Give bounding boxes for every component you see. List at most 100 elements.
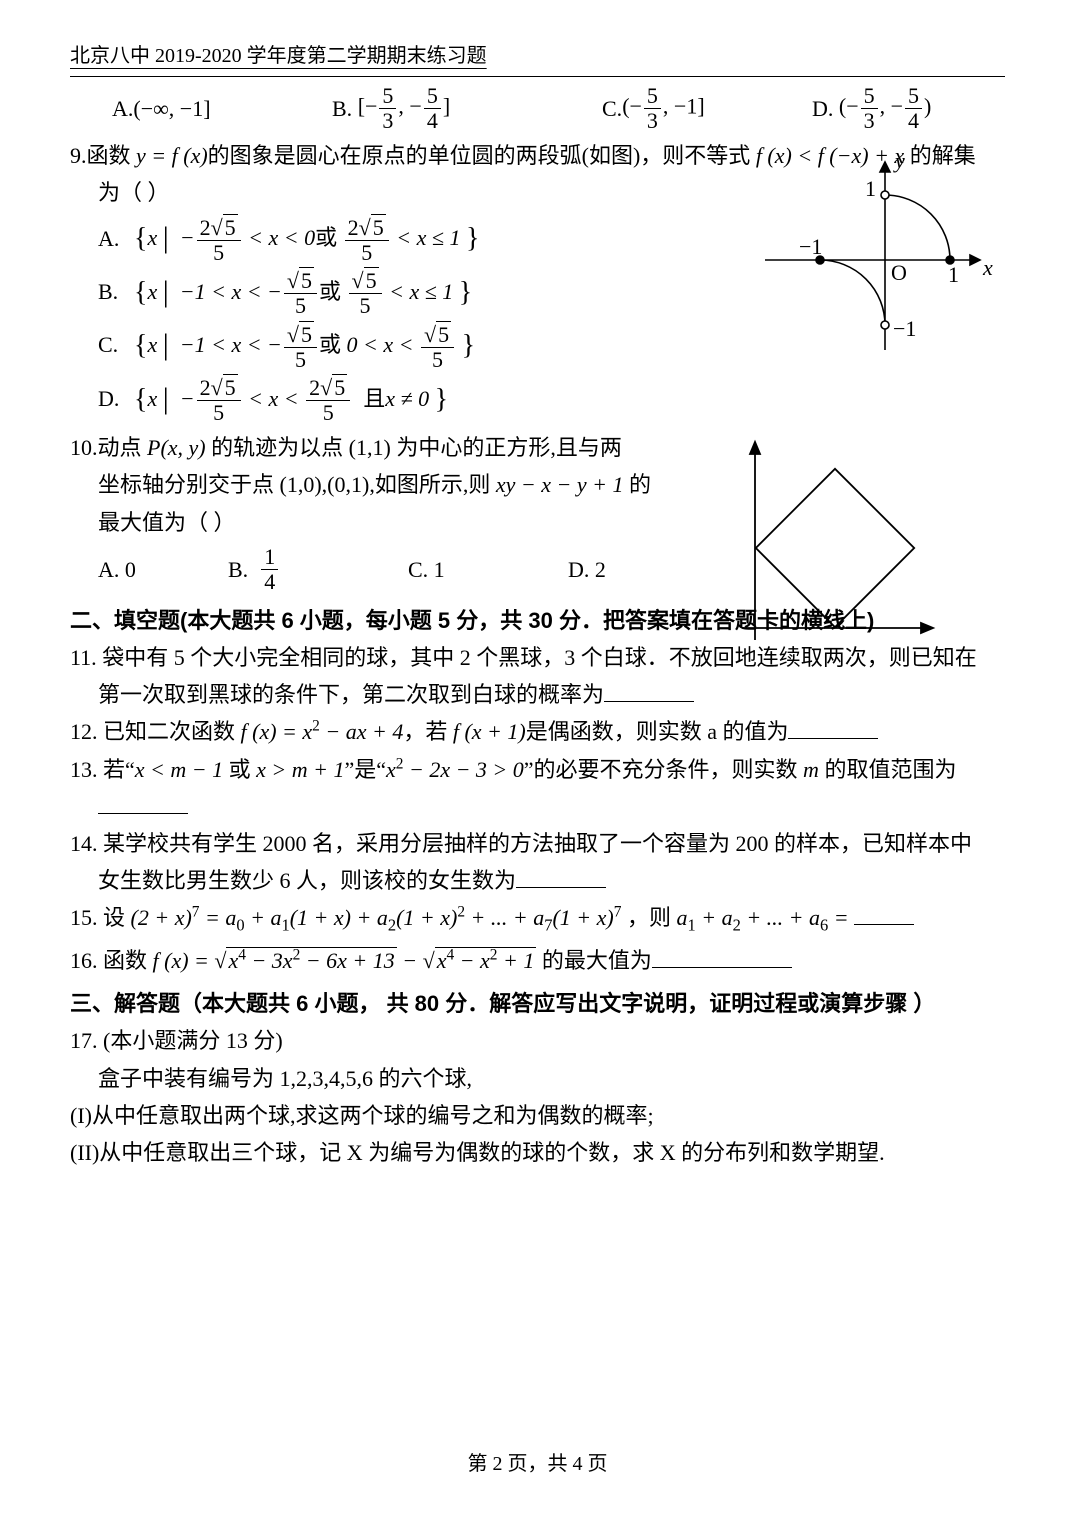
q-num: 13. (70, 757, 98, 782)
q17-l3: (II)从中任意取出三个球，记 X 为编号为偶数的球的个数，求 X 的分布列和数… (70, 1135, 1005, 1170)
m: x (386, 757, 396, 782)
t: 函数 (87, 143, 137, 168)
opt-label: B. (332, 91, 352, 126)
t: (本小题满分 13 分) (103, 1028, 283, 1053)
t: 某学校共有学生 2000 名，采用分层抽样的方法抽取了一个容量为 200 的样本… (103, 831, 972, 856)
or: 或 (315, 225, 337, 250)
opt-label: D. (98, 381, 134, 416)
q10-d: D. 2 (568, 552, 606, 587)
m: xy − x − y + 1 (496, 472, 624, 497)
t: ,如图所示,则 (369, 472, 496, 497)
tick-neg1y: −1 (893, 316, 916, 341)
q9-a: A. {x | −255 < x < 0或 255 < x ≤ 1 } (98, 212, 658, 263)
blank (516, 865, 606, 888)
blank (788, 716, 878, 739)
t: 的 (623, 472, 651, 497)
t: 的取值范围为 (819, 757, 957, 782)
and: 且 (363, 386, 385, 411)
q8-opt-d: D. (−53, −54) (812, 85, 931, 132)
m: x < m − 1 (135, 757, 223, 782)
t: ”是“ (344, 757, 386, 782)
t: 已知二次函数 (103, 719, 241, 744)
q8-a-expr: (−∞, −1] (133, 91, 210, 126)
origin-label: O (891, 260, 907, 285)
q13: 13. 若“x < m − 1 或 x > m + 1”是“x2 − 2x − … (70, 752, 1005, 787)
m: f (x) = x (241, 719, 313, 744)
opt-label: C. (602, 91, 622, 126)
q17-head: 17. (本小题满分 13 分) (70, 1023, 1005, 1058)
blank (854, 902, 914, 925)
t: 的图象是圆心在原点的单位圆的两段弧(如图)，则不等式 (208, 143, 756, 168)
t: ，若 (403, 719, 453, 744)
m: − 2x − 3 > 0 (403, 757, 523, 782)
opt-label: D. (812, 91, 833, 126)
m: − ax + 4 (320, 719, 403, 744)
q9-options: A. {x | −255 < x < 0或 255 < x ≤ 1 } B. {… (70, 212, 658, 424)
axis-x-label: x (982, 255, 993, 280)
q16: 16. 函数 f (x) = x4 − 3x2 − 6x + 13 − x4 −… (70, 943, 1005, 978)
q10-c: C. 1 (408, 552, 568, 587)
q-num: 16. (70, 948, 98, 973)
opt-label: B. (98, 274, 134, 309)
blank (652, 945, 792, 968)
q8-opt-b: B. [−53, −54] (332, 85, 602, 132)
m: (1,1) (349, 435, 391, 460)
t: 女生数比男生数少 6 人，则该校的女生数为 (98, 868, 516, 893)
q17-l1: 盒子中装有编号为 1,2,3,4,5,6 的六个球, (70, 1061, 1005, 1096)
m: m (803, 757, 819, 782)
q14-l2: 女生数比男生数少 6 人，则该校的女生数为 (70, 863, 1005, 898)
opt-label: C. (98, 327, 134, 362)
q9-figure: y x O 1 1 −1 −1 (755, 150, 995, 360)
t: 为中心的正方形,且与两 (391, 435, 622, 460)
q-num: 10. (70, 435, 98, 460)
t: 的轨迹为以点 (206, 435, 349, 460)
m: y = f (x) (136, 143, 208, 168)
opt-label: B. (228, 552, 248, 587)
t: 函数 (103, 948, 153, 973)
q9-c: C. {x | −1 < x < −55或 0 < x < 55 } (98, 319, 658, 370)
q-num: 17. (70, 1028, 98, 1053)
t: 设 (103, 905, 131, 930)
q10-b: B. 14 (228, 546, 408, 593)
opt-label: A. (112, 91, 133, 126)
q8-options: A. (−∞, −1] B. [−53, −54] C. (−53, −1] D… (70, 85, 1005, 132)
q-num: 11. (70, 645, 97, 670)
page-footer: 第 2 页，共 4 页 (0, 1448, 1075, 1480)
m: x > m + 1 (256, 757, 344, 782)
tick-1y: 1 (865, 176, 876, 201)
t: 的最大值为 (542, 948, 652, 973)
q11-l2: 第一次取到黑球的条件下，第二次取到白球的概率为 (70, 677, 1005, 712)
t: ”的必要不充分条件，则实数 (524, 757, 803, 782)
q9-b: B. {x | −1 < x < −55或 55 < x ≤ 1 } (98, 266, 658, 317)
q15: 15. 设 (2 + x)7 = a0 + a1(1 + x) + a2(1 +… (70, 900, 1005, 939)
t: 动点 (98, 435, 148, 460)
q9-d: D. {x | −255 < x < 255 且x ≠ 0 } (98, 373, 658, 424)
m: (1,0),(0,1) (280, 472, 370, 497)
t: 若“ (103, 757, 135, 782)
q14-l1: 14. 某学校共有学生 2000 名，采用分层抽样的方法抽取了一个容量为 200… (70, 826, 1005, 861)
t: 第一次取到黑球的条件下，第二次取到白球的概率为 (98, 682, 604, 707)
or: 或 (319, 332, 341, 357)
q-num: 9. (70, 143, 87, 168)
m: P(x, y) (147, 435, 206, 460)
q10-figure (735, 430, 945, 660)
m: f (x + 1) (453, 719, 526, 744)
q10-a: A. 0 (98, 552, 228, 587)
opt-label: A. (98, 221, 134, 256)
t: ，则 (627, 905, 677, 930)
q17-l2: (I)从中任意取出两个球,求这两个球的编号之和为偶数的概率; (70, 1098, 1005, 1133)
tick-neg1x: −1 (799, 234, 822, 259)
blank (604, 679, 694, 702)
t: 或 (223, 757, 256, 782)
or: 或 (319, 279, 341, 304)
q-num: 12. (70, 719, 98, 744)
blank (98, 791, 188, 814)
q8-opt-a: A. (−∞, −1] (112, 85, 332, 132)
q12: 12. 已知二次函数 f (x) = x2 − ax + 4，若 f (x + … (70, 714, 1005, 749)
running-header: 北京八中 2019-2020 学年度第二学期期末练习题 (70, 40, 1005, 74)
section-3-header: 三、解答题（本大题共 6 小题， 共 80 分．解答应写出文字说明，证明过程或演… (70, 986, 1005, 1021)
axis-y-label: y (893, 150, 905, 173)
header-rule (70, 76, 1005, 77)
q13-blank (70, 789, 1005, 824)
t: 坐标轴分别交于点 (98, 472, 280, 497)
